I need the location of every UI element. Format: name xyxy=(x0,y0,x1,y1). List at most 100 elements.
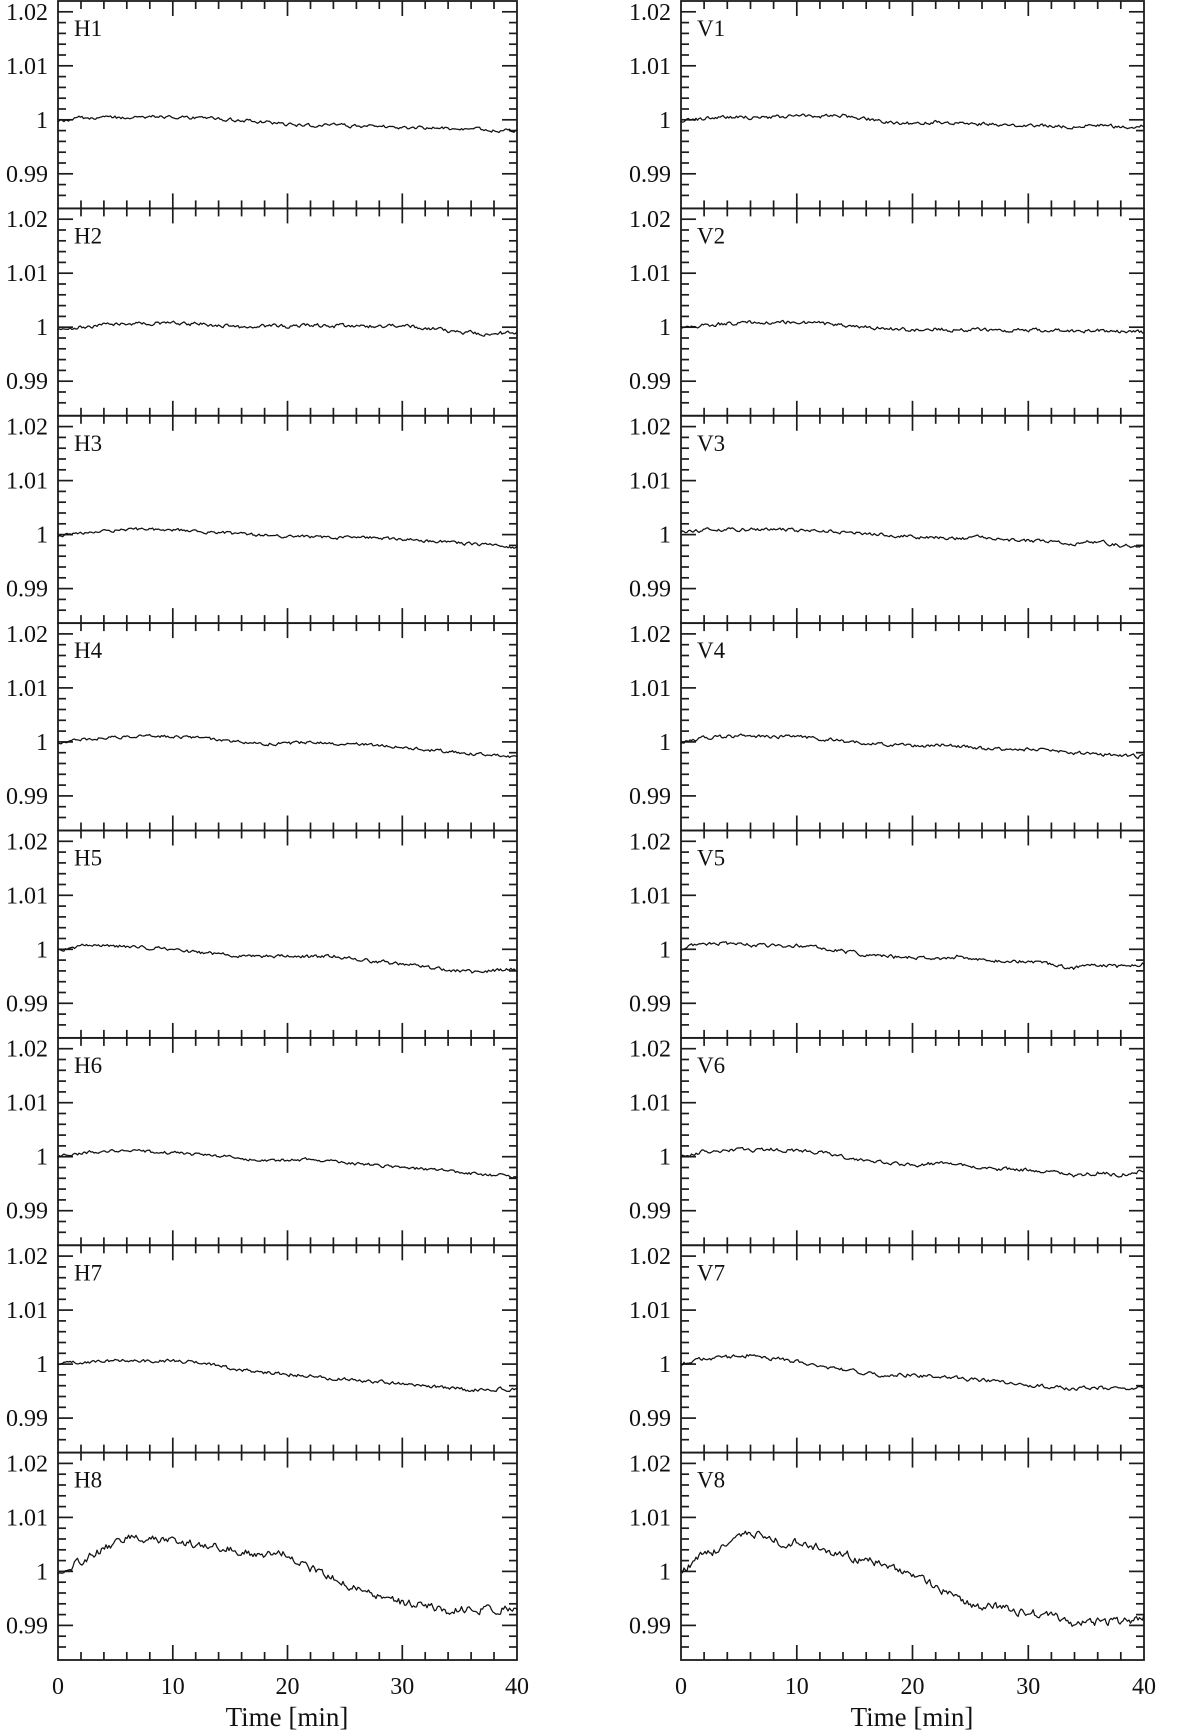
trace-H8 xyxy=(57,1534,518,1616)
y-tick-label: 1.02 xyxy=(629,1037,671,1063)
y-tick-label: 0.99 xyxy=(629,1613,671,1639)
y-tick-label: 1 xyxy=(36,108,48,134)
x-tick-label: 20 xyxy=(276,1674,300,1700)
y-tick-label: 1.02 xyxy=(629,1244,671,1270)
x-tick-label: 30 xyxy=(1016,1674,1040,1700)
trace-H5 xyxy=(57,943,518,974)
panel-H3-y-tick-labels: 0.99 1 1.01 1.02 xyxy=(6,415,48,603)
y-tick-label: 0.99 xyxy=(6,1199,48,1225)
panel-H7-y-ticks xyxy=(58,1255,517,1441)
panel-V7-y-ticks xyxy=(681,1255,1144,1441)
panel-H5-x-ticks xyxy=(80,830,495,1038)
panel-H8-y-tick-labels: 0.99 1 1.01 1.02 xyxy=(6,1451,48,1639)
y-tick-label: 1.02 xyxy=(6,207,48,233)
panel-V3-y-ticks xyxy=(681,425,1144,612)
panel-V2-frame xyxy=(680,207,1145,417)
panel-H4-frame xyxy=(57,622,518,832)
panel-V4-y-tick-labels: 0.99 1 1.01 1.02 xyxy=(629,622,671,810)
panel-H1: 0.99 1 1.01 1.02 H1 xyxy=(6,0,518,210)
y-tick-label: 1 xyxy=(36,937,48,963)
panel-V5-frame xyxy=(680,829,1145,1039)
panel-label-H4: H4 xyxy=(74,638,103,663)
bottom-axis-layer: 0 10 20 30 40 0 10 20 30 40 xyxy=(52,1674,1156,1700)
panel-H8-frame xyxy=(57,1451,518,1661)
panel-label-H3: H3 xyxy=(74,431,102,456)
trace-H3 xyxy=(57,527,518,549)
y-tick-label: 1.02 xyxy=(629,415,671,441)
y-tick-label: 1.01 xyxy=(629,469,671,495)
x-axis-title-right: Time [min] xyxy=(851,1702,974,1732)
panel-V3: 0.99 1 1.01 1.02 V3 xyxy=(629,414,1145,625)
y-tick-label: 0.99 xyxy=(629,1406,671,1432)
panel-H4-y-tick-labels: 0.99 1 1.01 1.02 xyxy=(6,622,48,810)
y-tick-label: 1.01 xyxy=(629,1505,671,1531)
panel-V1: 0.99 1 1.01 1.02 V1 xyxy=(629,0,1145,210)
panel-V8-y-ticks xyxy=(681,1462,1144,1648)
trace-H6 xyxy=(57,1148,518,1179)
x-tick-label: 30 xyxy=(390,1674,414,1700)
panel-H6-y-tick-labels: 0.99 1 1.01 1.02 xyxy=(6,1037,48,1225)
panel-label-V7: V7 xyxy=(697,1260,725,1285)
panel-V7-x-ticks xyxy=(703,1245,1122,1453)
panel-H1-y-tick-labels: 0.99 1 1.01 1.02 xyxy=(6,0,48,188)
trace-V8 xyxy=(680,1530,1145,1627)
y-tick-label: 0.99 xyxy=(6,1613,48,1639)
panel-H4-y-ticks xyxy=(58,633,517,819)
y-tick-label: 1 xyxy=(36,1352,48,1378)
panel-H3: 0.99 1 1.01 1.02 H3 xyxy=(6,415,518,625)
y-tick-label: 0.99 xyxy=(6,1406,48,1432)
panel-V5: 0.99 1 1.01 1.02 V5 xyxy=(629,829,1145,1039)
y-tick-label: 1.02 xyxy=(629,0,671,26)
y-tick-label: 1 xyxy=(659,730,671,756)
y-tick-label: 1 xyxy=(36,1559,48,1585)
panel-label-H5: H5 xyxy=(74,846,102,871)
y-tick-label: 1 xyxy=(659,108,671,134)
panel-V1-y-tick-labels: 0.99 1 1.01 1.02 xyxy=(629,0,671,188)
panel-V8: 0.99 1 1.01 1.02 V8 xyxy=(629,1451,1145,1661)
y-tick-label: 0.99 xyxy=(6,784,48,810)
panel-H1-frame xyxy=(57,0,518,210)
panel-V7-frame xyxy=(680,1244,1145,1454)
y-tick-label: 1.01 xyxy=(6,883,48,909)
panel-H1-y-ticks xyxy=(58,10,517,197)
y-tick-label: 1 xyxy=(36,523,48,549)
trace-V3 xyxy=(680,527,1145,549)
y-tick-label: 1.02 xyxy=(629,622,671,648)
panel-V3-x-ticks xyxy=(703,415,1122,624)
trace-V1 xyxy=(680,113,1145,130)
panel-H3-x-ticks xyxy=(80,415,495,624)
panel-label-V2: V2 xyxy=(697,223,725,248)
y-tick-label: 1 xyxy=(659,1559,671,1585)
panel-H8-x-ticks xyxy=(80,1452,495,1660)
panel-V2: 0.99 1 1.01 1.02 V2 xyxy=(629,207,1145,417)
panel-H7-frame xyxy=(57,1244,518,1454)
panel-V8-frame xyxy=(680,1451,1145,1661)
panel-V3-frame xyxy=(680,414,1145,625)
y-tick-label: 1.02 xyxy=(6,622,48,648)
panel-H6-x-ticks xyxy=(80,1037,495,1246)
panel-H2-x-ticks xyxy=(80,208,495,416)
panel-H7: 0.99 1 1.01 1.02 H7 xyxy=(6,1244,518,1454)
panel-V2-x-ticks xyxy=(703,208,1122,416)
y-tick-label: 1.01 xyxy=(6,469,48,495)
y-tick-label: 1 xyxy=(659,315,671,341)
x-tick-labels-right: 0 10 20 30 40 xyxy=(675,1674,1156,1700)
panel-label-H7: H7 xyxy=(74,1260,102,1285)
panel-V4: 0.99 1 1.01 1.02 V4 xyxy=(629,622,1145,832)
y-tick-label: 1.02 xyxy=(6,1451,48,1477)
y-tick-label: 1.02 xyxy=(629,207,671,233)
panel-H2-y-tick-labels: 0.99 1 1.01 1.02 xyxy=(6,207,48,395)
trace-V6 xyxy=(680,1146,1145,1178)
y-tick-label: 1 xyxy=(36,730,48,756)
panel-H7-y-tick-labels: 0.99 1 1.01 1.02 xyxy=(6,1244,48,1432)
y-tick-label: 1 xyxy=(36,315,48,341)
panel-V2-y-ticks xyxy=(681,218,1144,404)
x-tick-label: 20 xyxy=(901,1674,925,1700)
panel-H6-frame xyxy=(57,1036,518,1247)
panel-H2-y-ticks xyxy=(58,218,517,404)
panel-V8-y-tick-labels: 0.99 1 1.01 1.02 xyxy=(629,1451,671,1639)
panel-H8: 0.99 1 1.01 1.02 H8 xyxy=(6,1451,518,1661)
y-tick-label: 1.01 xyxy=(629,676,671,702)
